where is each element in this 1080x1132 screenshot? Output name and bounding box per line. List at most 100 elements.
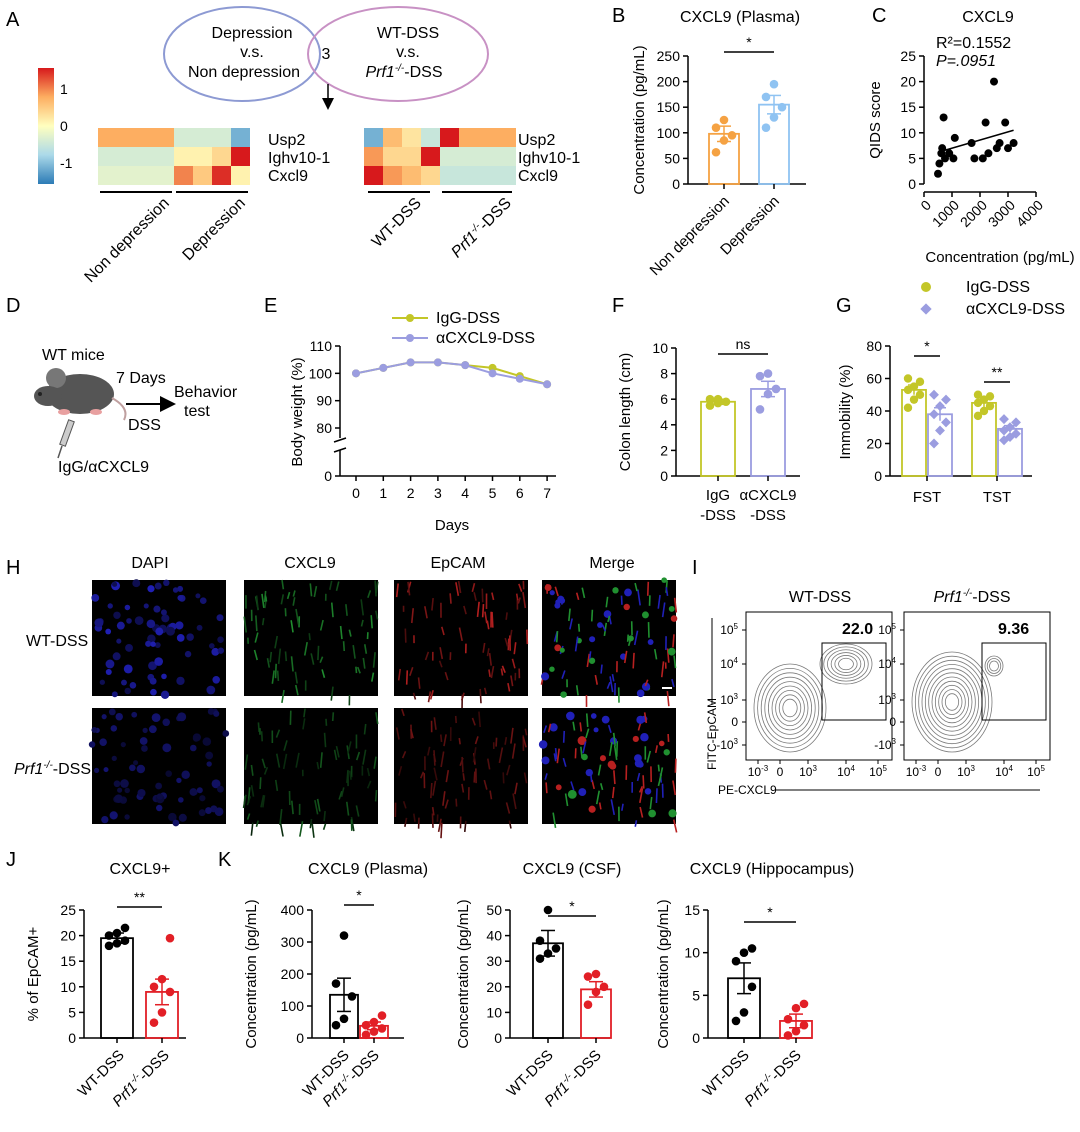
heatmap-cell [155, 166, 174, 185]
chart-C-y-tick-label: 10 [900, 125, 916, 141]
texture-streak [588, 651, 592, 659]
contour-line [775, 690, 805, 727]
texture-streak [440, 822, 443, 839]
chart-title: CXCL9 [962, 9, 1014, 26]
chart-G-y-tick-label: 60 [866, 371, 882, 387]
chart-G-sig-label: * [924, 338, 930, 354]
texture-streak [585, 713, 589, 727]
texture-dot [559, 647, 565, 653]
texture-streak [554, 586, 559, 597]
texture-dot [115, 712, 123, 721]
bar [750, 388, 786, 477]
venn-right-line2: v.s. [396, 44, 420, 61]
texture-streak [522, 736, 527, 748]
chart-K1-y-tick-label: 0 [296, 1030, 304, 1046]
chart-k1: CXCL9 (Plasma) 0 100 200 300 400 Concentration… [243, 861, 428, 1110]
texture-streak [257, 722, 260, 732]
texture-dot [624, 588, 632, 597]
data-point [755, 405, 765, 414]
chart-K3-sig-label: * [767, 904, 773, 920]
data-point [112, 938, 122, 948]
chart-K2-y-title: Concentration (pg/mL) [455, 899, 472, 1048]
texture-streak [633, 630, 639, 646]
data-point [719, 115, 729, 125]
chart-B-sig-label: * [746, 34, 752, 50]
flow-y-tick-label-wt: 0 [731, 715, 738, 729]
texture-streak [574, 636, 579, 652]
texture-dot [147, 634, 156, 643]
colorbar [38, 68, 54, 184]
chart-b: CXCL9 (Plasma) 0 50 100 150 200 250 Concentrati… [631, 9, 806, 279]
texture-streak [410, 728, 414, 739]
chart-C-y-tick-label: 15 [900, 99, 916, 115]
texture-dot [103, 767, 109, 773]
data-point [915, 390, 925, 399]
panel-label-g: G [836, 295, 852, 317]
heatmap-cell [364, 128, 383, 147]
heatmap-cell [212, 147, 231, 166]
legend-marker [920, 303, 932, 315]
group-label-dep: Depression [180, 195, 249, 264]
texture-streak [431, 598, 434, 611]
texture-streak [370, 615, 373, 629]
texture-dot [111, 755, 117, 761]
texture-streak [286, 591, 291, 600]
texture-dot [108, 708, 116, 716]
texture-streak [284, 651, 288, 662]
x-tick-label: 2000 [957, 197, 990, 230]
texture-dot [136, 764, 146, 774]
texture-streak [316, 761, 320, 770]
texture-dot [93, 767, 100, 773]
colorbar-tick-neg1: -1 [60, 155, 73, 171]
x-tick-label: IgG [706, 487, 730, 504]
legend-marker [406, 334, 414, 342]
data-point [783, 1031, 793, 1040]
texture-streak [638, 785, 644, 793]
data-point [985, 392, 995, 401]
heatmap-cell [98, 166, 117, 185]
texture-streak [461, 783, 465, 793]
texture-streak [417, 677, 421, 689]
flow-plot-wt [745, 611, 893, 761]
texture-dot [91, 726, 98, 733]
texture-dot [603, 610, 612, 618]
data-point [157, 1008, 167, 1017]
texture-dot [163, 579, 170, 587]
texture-streak [634, 582, 638, 592]
texture-streak [564, 793, 569, 807]
flow-y-tick-label-prf1: 105 [878, 622, 896, 637]
chart-J-y-title: % of EpCAM+ [25, 926, 42, 1021]
texture-streak [502, 772, 505, 784]
texture-streak [476, 601, 480, 618]
flow-y-tick-label-wt: 105 [720, 622, 738, 637]
texture-dot [578, 788, 587, 797]
texture-dot [162, 718, 170, 727]
texture-dot [139, 737, 148, 745]
texture-streak [319, 656, 324, 663]
data-point [583, 1000, 593, 1010]
heatmap-cell [478, 147, 497, 166]
texture-streak [506, 764, 511, 776]
texture-dot [549, 666, 555, 672]
data-point [949, 154, 958, 163]
texture-streak [657, 594, 661, 609]
texture-streak [335, 581, 340, 592]
heatmap-cell [174, 128, 193, 147]
texture-streak [271, 670, 275, 684]
texture-dot [178, 797, 184, 803]
texture-streak [294, 684, 299, 696]
flow-ylabel: FITC-EpCAM [705, 698, 719, 770]
texture-streak [577, 623, 581, 632]
texture-dot [196, 624, 203, 631]
texture-streak [348, 629, 352, 637]
texture-dot [145, 640, 152, 647]
texture-streak [611, 786, 615, 799]
data-point [903, 403, 913, 412]
data-point [935, 401, 945, 412]
texture-streak [462, 773, 466, 781]
texture-dot [168, 812, 177, 822]
texture-streak [505, 802, 511, 814]
texture-dot [588, 657, 596, 664]
chart-C-y-tick-label: 20 [900, 74, 916, 90]
texture-streak [430, 782, 433, 799]
